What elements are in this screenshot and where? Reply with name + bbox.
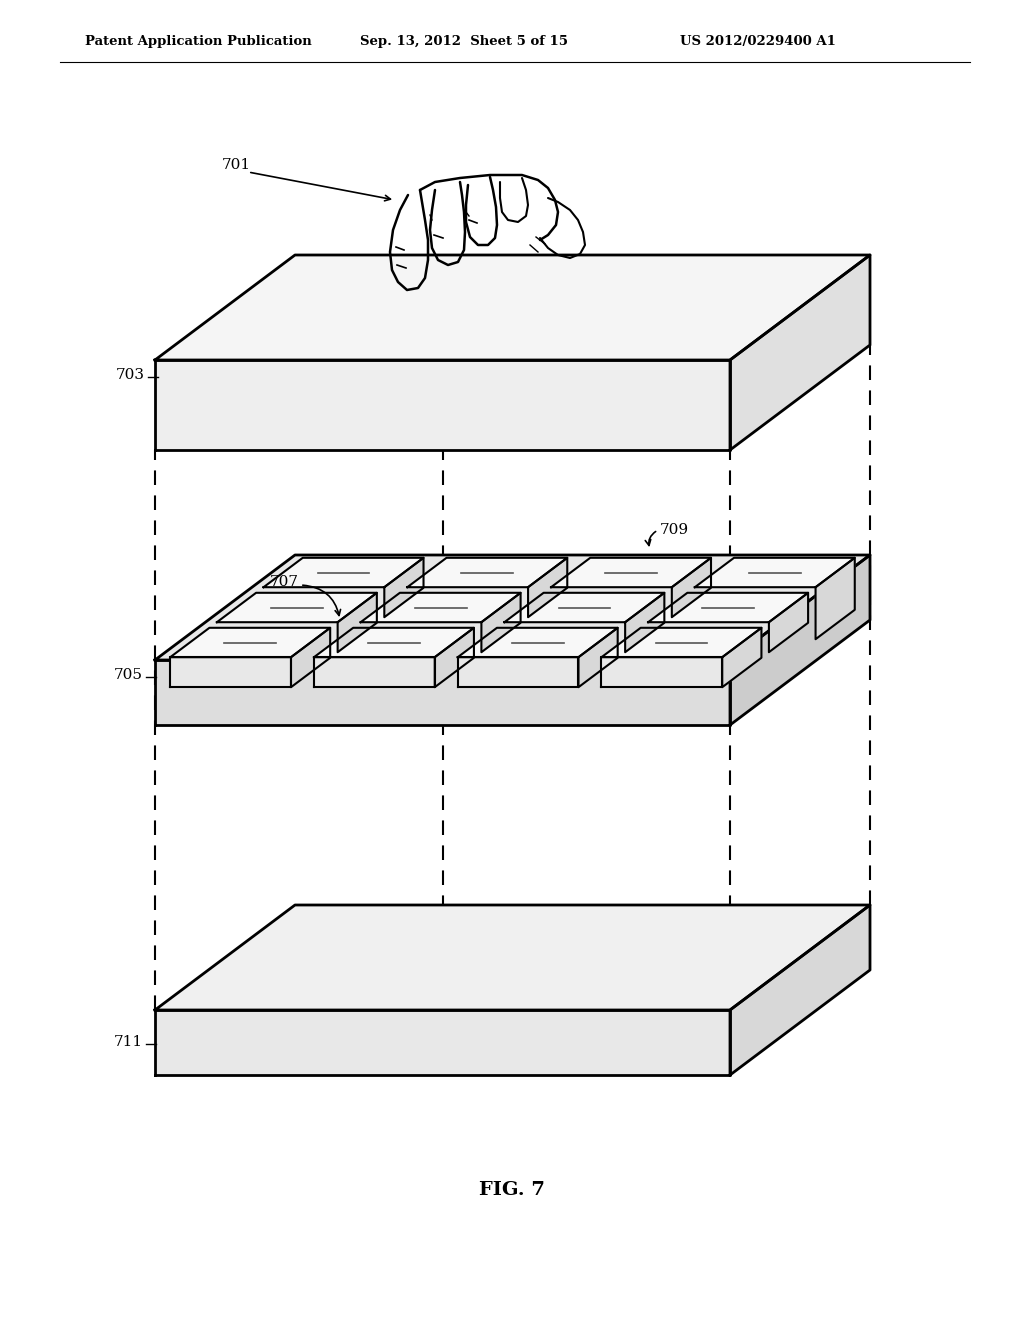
Polygon shape bbox=[815, 558, 855, 639]
Polygon shape bbox=[458, 628, 617, 657]
Polygon shape bbox=[481, 593, 520, 652]
Polygon shape bbox=[170, 628, 330, 657]
Polygon shape bbox=[730, 554, 870, 725]
Polygon shape bbox=[528, 558, 567, 618]
Polygon shape bbox=[155, 1010, 730, 1074]
Text: 707: 707 bbox=[270, 576, 299, 589]
Text: Sep. 13, 2012  Sheet 5 of 15: Sep. 13, 2012 Sheet 5 of 15 bbox=[360, 36, 568, 49]
Polygon shape bbox=[722, 628, 762, 688]
Polygon shape bbox=[505, 593, 665, 622]
Polygon shape bbox=[314, 628, 474, 657]
Polygon shape bbox=[648, 593, 808, 622]
Polygon shape bbox=[408, 558, 567, 587]
Polygon shape bbox=[170, 657, 291, 688]
Polygon shape bbox=[672, 558, 711, 618]
Polygon shape bbox=[360, 593, 520, 622]
Polygon shape bbox=[730, 906, 870, 1074]
Text: 711: 711 bbox=[114, 1035, 143, 1049]
Polygon shape bbox=[551, 558, 711, 587]
Polygon shape bbox=[217, 593, 377, 622]
Polygon shape bbox=[155, 660, 730, 725]
Text: Patent Application Publication: Patent Application Publication bbox=[85, 36, 311, 49]
Polygon shape bbox=[435, 628, 474, 688]
Polygon shape bbox=[338, 593, 377, 652]
Polygon shape bbox=[155, 360, 730, 450]
Polygon shape bbox=[263, 558, 424, 587]
Polygon shape bbox=[601, 628, 762, 657]
Text: 709: 709 bbox=[660, 523, 689, 537]
Text: 703: 703 bbox=[116, 368, 145, 381]
Polygon shape bbox=[314, 657, 435, 688]
Text: US 2012/0229400 A1: US 2012/0229400 A1 bbox=[680, 36, 836, 49]
Polygon shape bbox=[458, 657, 579, 688]
Polygon shape bbox=[155, 255, 870, 360]
Text: FIG. 7: FIG. 7 bbox=[479, 1181, 545, 1199]
Polygon shape bbox=[769, 593, 808, 652]
Polygon shape bbox=[625, 593, 665, 652]
Polygon shape bbox=[155, 554, 870, 660]
Text: 701: 701 bbox=[222, 158, 251, 172]
Polygon shape bbox=[730, 255, 870, 450]
Polygon shape bbox=[579, 628, 617, 688]
Polygon shape bbox=[601, 657, 722, 688]
Polygon shape bbox=[291, 628, 330, 688]
Text: 705: 705 bbox=[114, 668, 143, 682]
Polygon shape bbox=[695, 558, 855, 587]
Polygon shape bbox=[155, 906, 870, 1010]
Polygon shape bbox=[384, 558, 424, 618]
